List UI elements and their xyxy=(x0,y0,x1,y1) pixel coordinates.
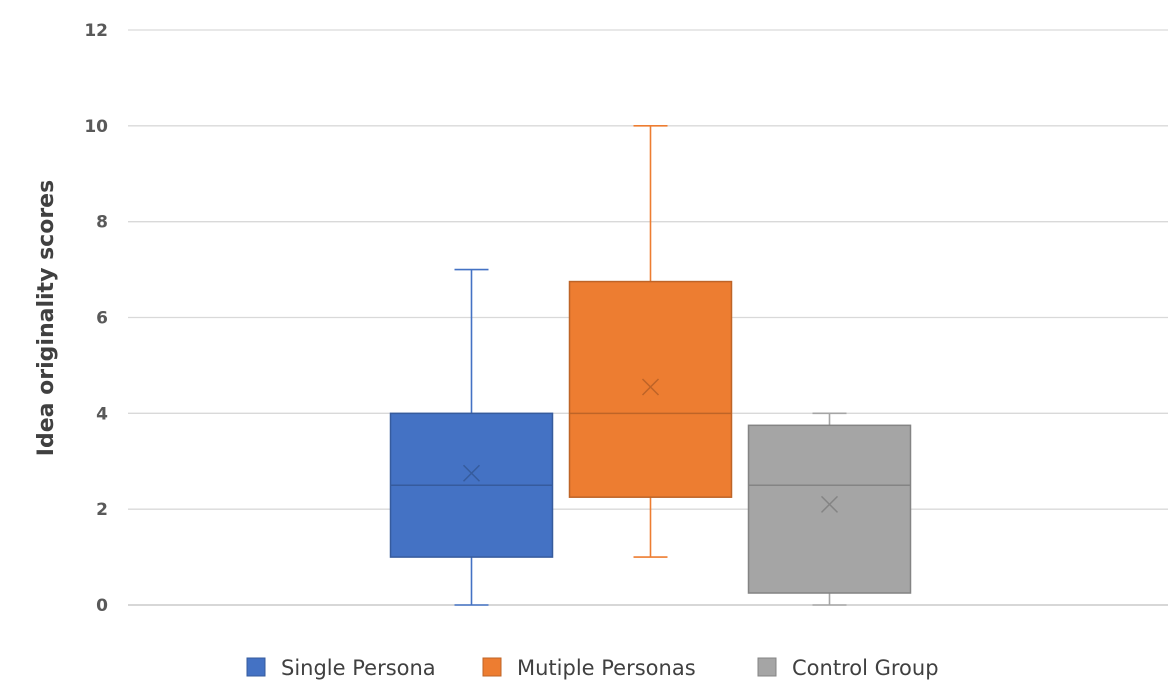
box-1 xyxy=(389,268,554,606)
legend-swatch xyxy=(482,657,502,677)
mean-marker xyxy=(462,464,481,482)
y-tick-label: 10 xyxy=(84,117,108,137)
y-tick-label: 2 xyxy=(96,500,108,520)
y-tick-label: 6 xyxy=(96,309,108,329)
y-tick-label: 0 xyxy=(96,596,108,616)
mean-marker xyxy=(820,495,839,513)
iqr-box xyxy=(568,280,733,498)
y-tick-label: 12 xyxy=(84,21,108,41)
y-tick-label: 4 xyxy=(96,404,108,424)
legend-swatch xyxy=(757,657,777,677)
legend-label: Mutiple Personas xyxy=(517,656,696,680)
legend-item: Mutiple Personas xyxy=(482,656,696,680)
boxes xyxy=(389,125,912,606)
legend-label: Control Group xyxy=(792,656,939,680)
iqr-box xyxy=(747,424,912,594)
y-axis-ticks: 0 2 4 6 8 10 12 xyxy=(84,21,108,616)
legend-swatch xyxy=(246,657,266,677)
y-tick-label: 8 xyxy=(96,213,108,233)
legend-item: Single Persona xyxy=(246,656,436,680)
box-3 xyxy=(747,412,912,606)
legend: Single Persona Mutiple Personas Control Gr… xyxy=(246,656,939,680)
legend-label: Single Persona xyxy=(281,656,436,680)
legend-item: Control Group xyxy=(757,656,939,680)
y-axis-label: Idea originality scores xyxy=(34,180,59,456)
box-2 xyxy=(568,125,733,558)
mean-marker xyxy=(641,378,660,396)
